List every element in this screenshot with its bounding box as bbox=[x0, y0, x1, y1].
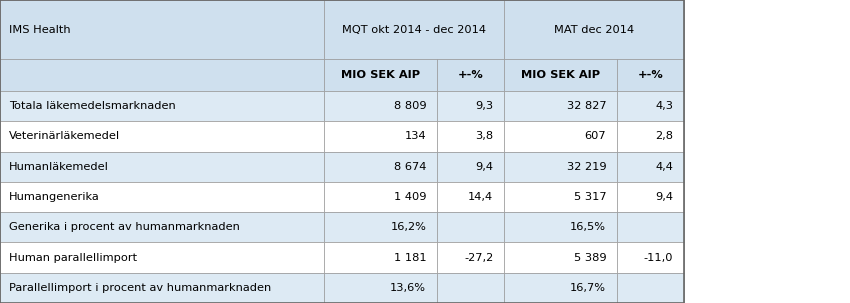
Text: 134: 134 bbox=[405, 131, 426, 142]
Bar bbox=[437, 273, 504, 303]
Text: Human parallellimport: Human parallellimport bbox=[9, 252, 137, 263]
Bar bbox=[617, 121, 684, 152]
Text: MIO SEK AIP: MIO SEK AIP bbox=[341, 70, 420, 80]
Bar bbox=[617, 152, 684, 182]
Text: 32 219: 32 219 bbox=[566, 161, 606, 172]
Bar bbox=[437, 152, 504, 182]
Bar bbox=[617, 59, 684, 91]
Bar bbox=[437, 59, 504, 91]
Text: 1 409: 1 409 bbox=[394, 192, 426, 202]
Bar bbox=[504, 273, 617, 303]
Text: 607: 607 bbox=[585, 131, 606, 142]
Text: -27,2: -27,2 bbox=[464, 252, 493, 263]
Text: 5 389: 5 389 bbox=[574, 252, 606, 263]
Bar bbox=[0, 0, 684, 303]
Bar bbox=[617, 91, 684, 121]
Text: 9,3: 9,3 bbox=[475, 101, 493, 111]
Bar bbox=[504, 182, 617, 212]
Bar bbox=[617, 182, 684, 212]
Bar bbox=[324, 59, 437, 91]
Text: Humanläkemedel: Humanläkemedel bbox=[9, 161, 109, 172]
Text: MAT dec 2014: MAT dec 2014 bbox=[554, 25, 634, 35]
Bar bbox=[0, 152, 324, 182]
Text: 14,4: 14,4 bbox=[468, 192, 493, 202]
Text: +-%: +-% bbox=[638, 70, 663, 80]
Bar bbox=[0, 0, 324, 59]
Text: 8 674: 8 674 bbox=[394, 161, 426, 172]
Bar bbox=[0, 59, 324, 91]
Bar bbox=[437, 121, 504, 152]
Text: 4,4: 4,4 bbox=[655, 161, 673, 172]
Bar bbox=[504, 152, 617, 182]
Text: -11,0: -11,0 bbox=[643, 252, 673, 263]
Bar bbox=[437, 91, 504, 121]
Text: 9,4: 9,4 bbox=[655, 192, 673, 202]
Bar bbox=[324, 91, 437, 121]
Bar bbox=[437, 212, 504, 242]
Text: 13,6%: 13,6% bbox=[390, 283, 426, 293]
Text: 16,7%: 16,7% bbox=[570, 283, 606, 293]
Text: Veterinärläkemedel: Veterinärläkemedel bbox=[9, 131, 120, 142]
Bar bbox=[324, 212, 437, 242]
Bar bbox=[0, 212, 324, 242]
Bar bbox=[504, 59, 617, 91]
Text: 8 809: 8 809 bbox=[394, 101, 426, 111]
Bar bbox=[0, 273, 324, 303]
Bar bbox=[504, 0, 684, 59]
Bar bbox=[324, 121, 437, 152]
Bar bbox=[617, 212, 684, 242]
Text: 4,3: 4,3 bbox=[655, 101, 673, 111]
Text: 9,4: 9,4 bbox=[475, 161, 493, 172]
Text: 16,2%: 16,2% bbox=[390, 222, 426, 232]
Text: MQT okt 2014 - dec 2014: MQT okt 2014 - dec 2014 bbox=[342, 25, 486, 35]
Text: 32 827: 32 827 bbox=[566, 101, 606, 111]
Bar bbox=[0, 182, 324, 212]
Bar bbox=[324, 152, 437, 182]
Text: 3,8: 3,8 bbox=[475, 131, 493, 142]
Bar bbox=[504, 91, 617, 121]
Bar bbox=[0, 91, 324, 121]
Text: MIO SEK AIP: MIO SEK AIP bbox=[521, 70, 600, 80]
Bar bbox=[617, 273, 684, 303]
Text: +-%: +-% bbox=[457, 70, 484, 80]
Text: 5 317: 5 317 bbox=[574, 192, 606, 202]
Text: Generika i procent av humanmarknaden: Generika i procent av humanmarknaden bbox=[9, 222, 240, 232]
Text: Totala läkemedelsmarknaden: Totala läkemedelsmarknaden bbox=[9, 101, 176, 111]
Text: 2,8: 2,8 bbox=[655, 131, 673, 142]
Bar bbox=[504, 121, 617, 152]
Bar bbox=[324, 0, 504, 59]
Bar bbox=[324, 182, 437, 212]
Bar bbox=[324, 273, 437, 303]
Bar bbox=[0, 242, 324, 273]
Bar bbox=[504, 242, 617, 273]
Bar bbox=[437, 242, 504, 273]
Text: Humangenerika: Humangenerika bbox=[9, 192, 100, 202]
Bar bbox=[504, 212, 617, 242]
Text: Parallellimport i procent av humanmarknaden: Parallellimport i procent av humanmarkna… bbox=[9, 283, 271, 293]
Text: IMS Health: IMS Health bbox=[9, 25, 71, 35]
Bar bbox=[0, 121, 324, 152]
Text: 16,5%: 16,5% bbox=[570, 222, 606, 232]
Bar bbox=[437, 182, 504, 212]
Text: 1 181: 1 181 bbox=[394, 252, 426, 263]
Bar bbox=[324, 242, 437, 273]
Bar bbox=[617, 242, 684, 273]
